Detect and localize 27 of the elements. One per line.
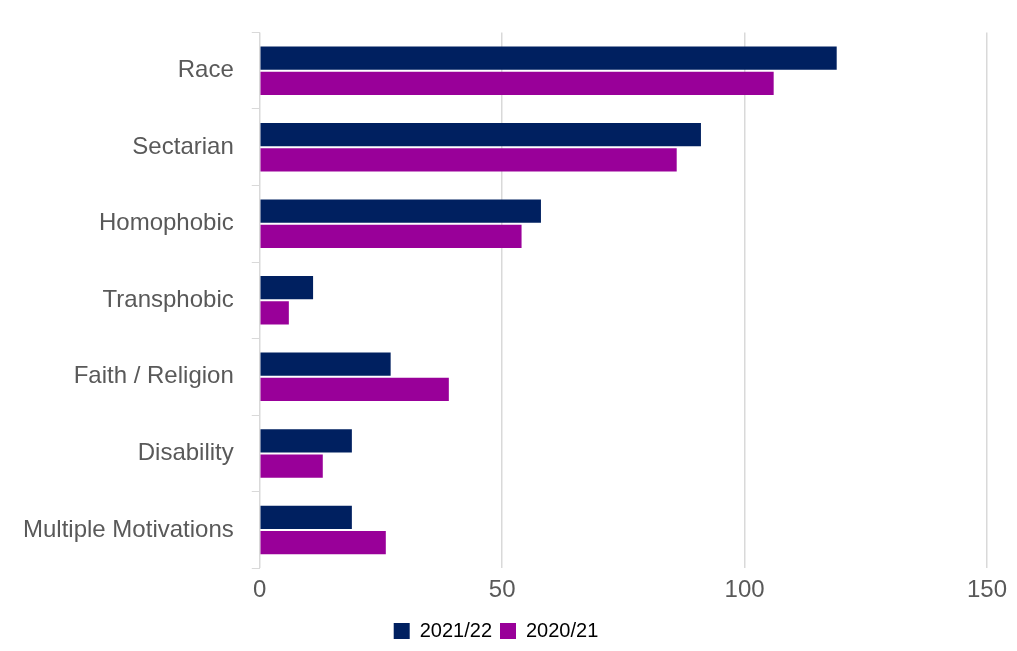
bar xyxy=(260,46,837,70)
bar xyxy=(260,429,352,453)
y-tick-label: Multiple Motivations xyxy=(23,514,234,542)
bar xyxy=(260,199,541,223)
bar xyxy=(260,148,677,172)
bar xyxy=(260,122,701,147)
x-tick-label: 0 xyxy=(253,575,267,603)
bar xyxy=(260,377,449,402)
bar xyxy=(260,530,386,555)
x-tick-label: 50 xyxy=(488,575,516,603)
legend-label: 2020/21 xyxy=(526,618,599,641)
y-tick-label: Homophobic xyxy=(99,208,234,236)
bar xyxy=(260,301,289,325)
x-tick-label: 100 xyxy=(724,575,765,603)
y-tick-label: Sectarian xyxy=(132,131,234,159)
x-tick-label: 150 xyxy=(966,575,1008,603)
bar xyxy=(260,276,314,300)
y-tick-label: Disability xyxy=(137,438,234,466)
bar xyxy=(260,224,522,249)
y-tick-label: Race xyxy=(177,55,234,83)
y-tick-label: Faith / Religion xyxy=(73,361,234,389)
bar xyxy=(260,505,352,529)
y-tick-label: Transphobic xyxy=(102,284,234,312)
bar xyxy=(260,71,774,95)
legend-label: 2021/22 xyxy=(419,618,492,641)
bar xyxy=(260,454,323,478)
bar xyxy=(260,352,391,376)
